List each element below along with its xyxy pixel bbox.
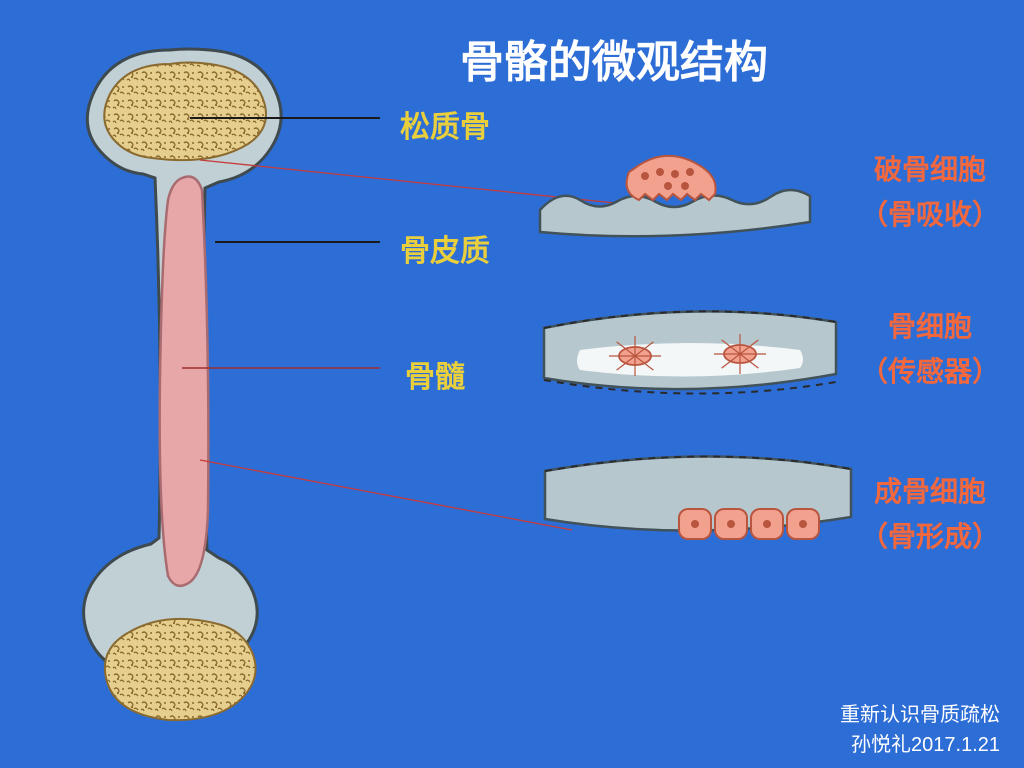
cell-label-osteoblast: 成骨细胞（骨形成） bbox=[855, 470, 1005, 560]
osteocyte-diagram bbox=[544, 311, 836, 393]
cell-label-line1: 破骨细胞 bbox=[855, 148, 1005, 193]
cell-label-line1: 成骨细胞 bbox=[855, 470, 1005, 515]
diagram-canvas: 骨骼的微观结构松质骨骨皮质骨髓 破骨细胞（骨吸收） 骨细胞（传感器） 成骨细胞（骨形成… bbox=[0, 0, 1024, 768]
cell-label-line1: 骨细胞 bbox=[855, 305, 1005, 350]
long-bone bbox=[84, 49, 282, 720]
cell-label-line2: （骨吸收） bbox=[855, 193, 1005, 238]
credit-block: 重新认识骨质疏松孙悦礼2017.1.21 bbox=[840, 700, 1000, 760]
osteoblast-diagram bbox=[545, 456, 851, 539]
cell-label-line2: （骨形成） bbox=[855, 515, 1005, 560]
bone-part-label-cortex: 骨皮质 bbox=[400, 226, 490, 270]
osteoclast-diagram bbox=[540, 156, 810, 236]
credit-line: 重新认识骨质疏松 bbox=[840, 700, 1000, 730]
bone-part-label-marrow: 骨髓 bbox=[405, 352, 465, 396]
bone-part-label-spongy: 松质骨 bbox=[400, 102, 490, 146]
cell-label-line2: （传感器） bbox=[855, 350, 1005, 395]
cell-label-osteocyte: 骨细胞（传感器） bbox=[855, 305, 1005, 395]
diagram-title: 骨骼的微观结构 bbox=[460, 26, 768, 90]
cell-label-osteoclast: 破骨细胞（骨吸收） bbox=[855, 148, 1005, 238]
credit-line: 孙悦礼2017.1.21 bbox=[840, 730, 1000, 760]
